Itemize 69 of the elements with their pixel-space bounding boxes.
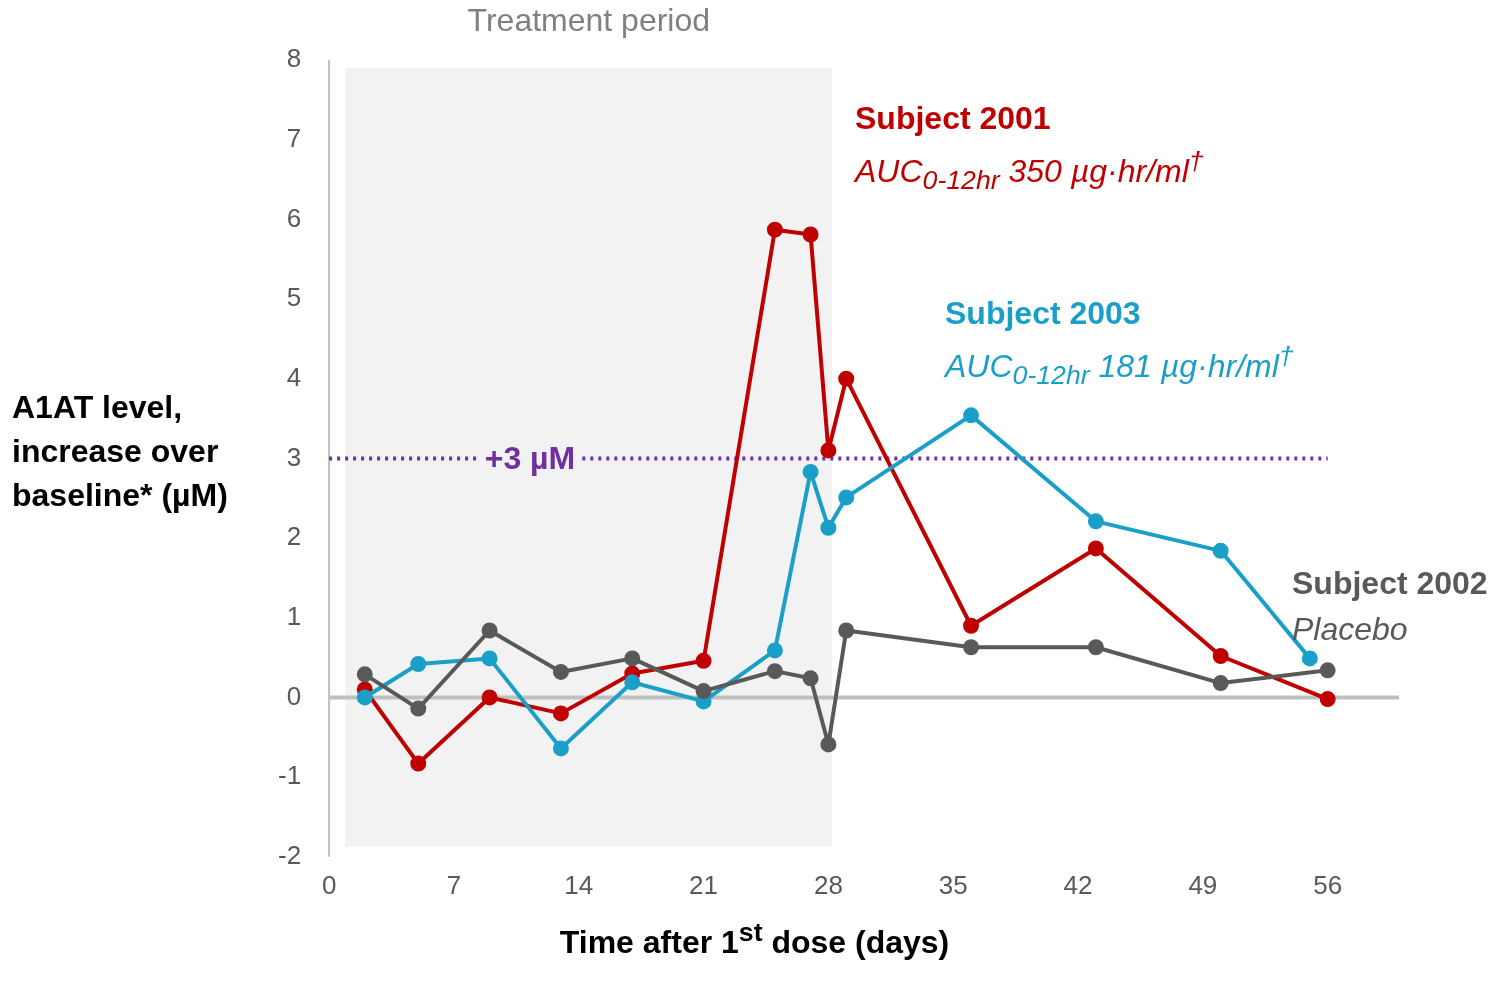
point	[624, 674, 641, 691]
annotation: AUC$_{0-12hr}$ 350 µg·hr/ml$^{†}$	[855, 146, 1204, 197]
point	[963, 407, 980, 424]
annotation: AUC$_{0-12hr}$ 181 µg·hr/ml$^{†}$	[945, 341, 1294, 392]
x-axis-title: Time after 1$^{st}$ dose (days)	[558, 916, 951, 961]
point	[802, 463, 819, 480]
band-label: Treatment period	[467, 2, 711, 39]
point	[481, 689, 498, 706]
point	[410, 755, 427, 772]
y-tick-label: 5	[286, 282, 302, 313]
point	[820, 442, 837, 459]
point	[1301, 650, 1318, 667]
point	[838, 370, 855, 387]
point	[766, 642, 783, 659]
text: Subject 2002	[1292, 565, 1488, 602]
x-tick-label: 35	[938, 869, 968, 900]
point	[1319, 691, 1336, 708]
x-tick-label: 56	[1313, 869, 1343, 900]
point	[1087, 513, 1104, 530]
annotation: Placebo	[1292, 611, 1408, 648]
point	[552, 740, 569, 757]
point	[802, 226, 819, 243]
point	[695, 683, 712, 700]
point	[1087, 540, 1104, 557]
point	[1212, 648, 1229, 665]
point	[552, 663, 569, 680]
point	[624, 650, 641, 667]
x-tick-label: 21	[689, 869, 719, 900]
ref-line-label: +3 µM	[484, 439, 576, 477]
x-tick-label: 7	[446, 869, 462, 900]
x-tick-label: 28	[813, 869, 843, 900]
point	[963, 617, 980, 634]
y-tick-label: 0	[286, 680, 302, 711]
text: Subject 2001	[855, 100, 1051, 137]
y-tick-label: 4	[286, 361, 302, 392]
point	[820, 736, 837, 753]
point	[820, 519, 837, 536]
y-tick-label: -1	[277, 760, 302, 791]
point	[410, 655, 427, 672]
point	[356, 666, 373, 683]
point	[552, 705, 569, 722]
point	[802, 670, 819, 687]
x-tick-label: 0	[321, 869, 337, 900]
y-tick-label: 8	[286, 43, 302, 74]
point	[481, 622, 498, 639]
point	[1212, 542, 1229, 559]
point	[838, 622, 855, 639]
point	[1319, 662, 1336, 679]
y-tick-label: 3	[286, 441, 302, 472]
point	[766, 221, 783, 238]
point	[963, 639, 980, 656]
x-tick-label: 14	[564, 869, 594, 900]
point	[356, 689, 373, 706]
point	[766, 663, 783, 680]
point	[1087, 639, 1104, 656]
point	[410, 700, 427, 717]
y-tick-label: 1	[286, 600, 302, 631]
point	[838, 489, 855, 506]
x-tick-label: 42	[1063, 869, 1093, 900]
point	[481, 650, 498, 667]
text: Subject 2003	[945, 295, 1141, 332]
point	[695, 652, 712, 669]
y-tick-label: 2	[286, 521, 302, 552]
y-tick-label: -2	[277, 839, 302, 870]
y-tick-label: 6	[286, 202, 302, 233]
point	[1212, 675, 1229, 692]
y-axis-title: A1AT level, increase over baseline* (µM)	[12, 388, 229, 515]
y-tick-label: 7	[286, 122, 302, 153]
x-tick-label: 49	[1188, 869, 1218, 900]
